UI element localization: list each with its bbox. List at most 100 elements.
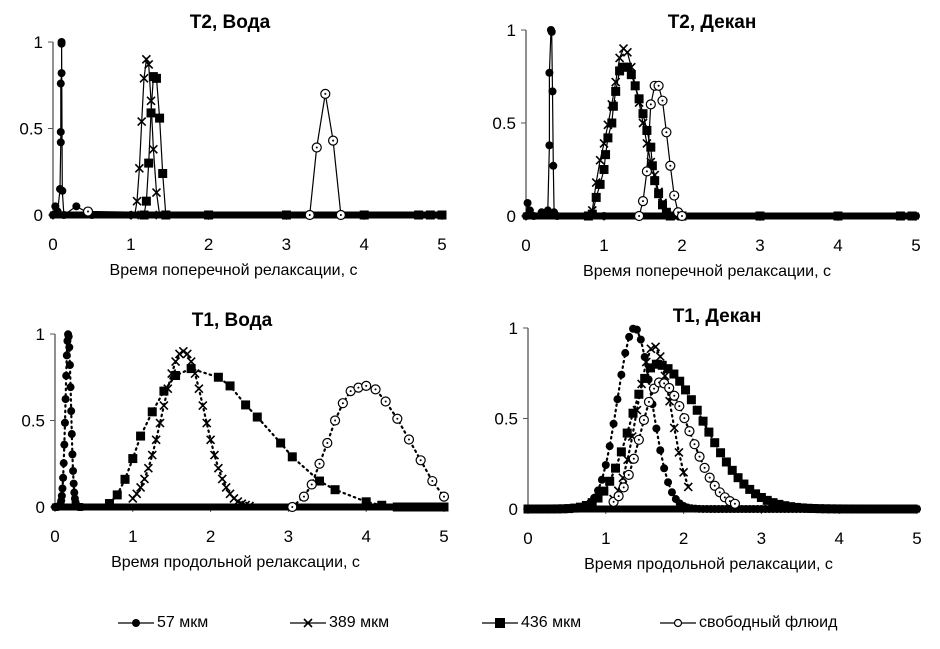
data-point	[600, 212, 608, 220]
data-point	[213, 372, 223, 382]
baseline-point	[172, 503, 179, 511]
data-point	[755, 211, 765, 221]
data-point	[613, 491, 624, 502]
data-point	[204, 210, 214, 220]
data-point	[67, 407, 76, 416]
data-point	[832, 504, 842, 514]
chart-title: T2, Декан	[668, 12, 757, 33]
data-point	[676, 210, 688, 222]
data-point	[710, 438, 720, 448]
data-point	[667, 488, 676, 497]
baseline-point	[203, 503, 210, 511]
data-point	[56, 79, 65, 88]
baseline-point	[67, 503, 74, 511]
data-point	[803, 503, 813, 513]
series-436-мкм	[583, 62, 917, 221]
x-axis-label: Время продольной релаксации, с	[111, 554, 360, 571]
data-point	[762, 495, 772, 505]
data-point	[58, 484, 67, 493]
x-tick-label: 5	[911, 236, 920, 255]
data-point	[194, 384, 204, 394]
data-point	[626, 70, 636, 80]
data-point	[380, 396, 391, 407]
data-point	[217, 474, 227, 484]
data-point	[241, 400, 251, 410]
series-57-мкм	[522, 26, 920, 220]
baseline-point	[262, 503, 269, 511]
baseline-point	[77, 211, 84, 219]
data-point	[134, 163, 144, 173]
data-point	[907, 211, 917, 221]
data-point	[146, 108, 156, 118]
circle-marker-icon	[660, 618, 696, 628]
x-axis-label: Время поперечной релаксации, с	[110, 262, 358, 279]
data-point	[403, 434, 415, 445]
baseline-point	[614, 505, 621, 513]
data-point	[425, 210, 435, 220]
data-point	[438, 491, 450, 502]
data-point	[171, 357, 181, 367]
data-point	[826, 504, 836, 514]
baseline-point	[265, 503, 272, 511]
data-point	[630, 81, 640, 91]
baseline-point	[633, 505, 640, 513]
baseline-point	[69, 211, 76, 219]
data-point	[739, 479, 749, 489]
data-point	[198, 401, 208, 411]
x-tick-label: 3	[757, 529, 766, 548]
data-point	[879, 504, 889, 514]
baseline-point	[676, 505, 683, 513]
baseline-point	[87, 503, 94, 511]
baseline-point	[347, 503, 354, 511]
data-point	[53, 207, 62, 216]
data-point	[158, 168, 168, 178]
baseline-point	[149, 503, 156, 511]
data-point	[320, 88, 331, 100]
data-point	[640, 373, 650, 383]
data-point	[618, 482, 629, 493]
baseline-point	[316, 503, 323, 511]
data-point	[603, 133, 613, 143]
data-point	[641, 166, 653, 177]
data-point	[69, 466, 78, 475]
baseline-point	[277, 503, 284, 511]
data-point	[902, 504, 912, 514]
data-point	[681, 385, 691, 395]
data-point	[147, 450, 157, 460]
data-point	[655, 351, 665, 362]
chart-panel-t1-water: T1, Вода 0 0.5 1 0 1 2 3 4 5 Время продольной рела…	[21, 310, 450, 571]
data-point	[330, 485, 340, 495]
baseline-point	[546, 212, 553, 220]
data-point	[159, 386, 169, 396]
data-point	[314, 458, 325, 469]
baseline-point	[649, 505, 656, 513]
data-point	[643, 396, 655, 408]
data-point	[780, 501, 790, 511]
y-tick-label: 0.5	[21, 412, 45, 431]
baseline-point	[215, 503, 222, 511]
data-point	[576, 502, 586, 512]
data-point	[174, 349, 185, 359]
data-point	[104, 499, 114, 509]
chart-panel-t2-decane: T2, Декан 0 0.5 1 0 1 2 3 4 5 Время поперечной рел…	[492, 12, 920, 280]
legend-label: свободный флюид	[699, 614, 838, 631]
data-point	[70, 488, 79, 497]
data-point	[59, 459, 68, 468]
y-tick-label: 0.5	[492, 114, 516, 133]
data-point	[535, 504, 545, 514]
y-tick-label: 1	[36, 325, 45, 344]
x-tick-label: 1	[128, 527, 137, 546]
chart-title: T2, Вода	[190, 12, 271, 33]
series-57-мкм	[51, 330, 86, 511]
data-point	[523, 504, 533, 514]
data-point	[587, 498, 597, 508]
data-point	[322, 437, 333, 449]
y-tick-label: 1	[509, 319, 518, 338]
data-point	[136, 431, 146, 441]
baseline-point	[606, 505, 613, 513]
data-point	[704, 427, 714, 437]
data-point	[692, 405, 702, 415]
data-point	[669, 423, 679, 433]
data-point	[885, 504, 895, 514]
data-point	[552, 504, 562, 514]
